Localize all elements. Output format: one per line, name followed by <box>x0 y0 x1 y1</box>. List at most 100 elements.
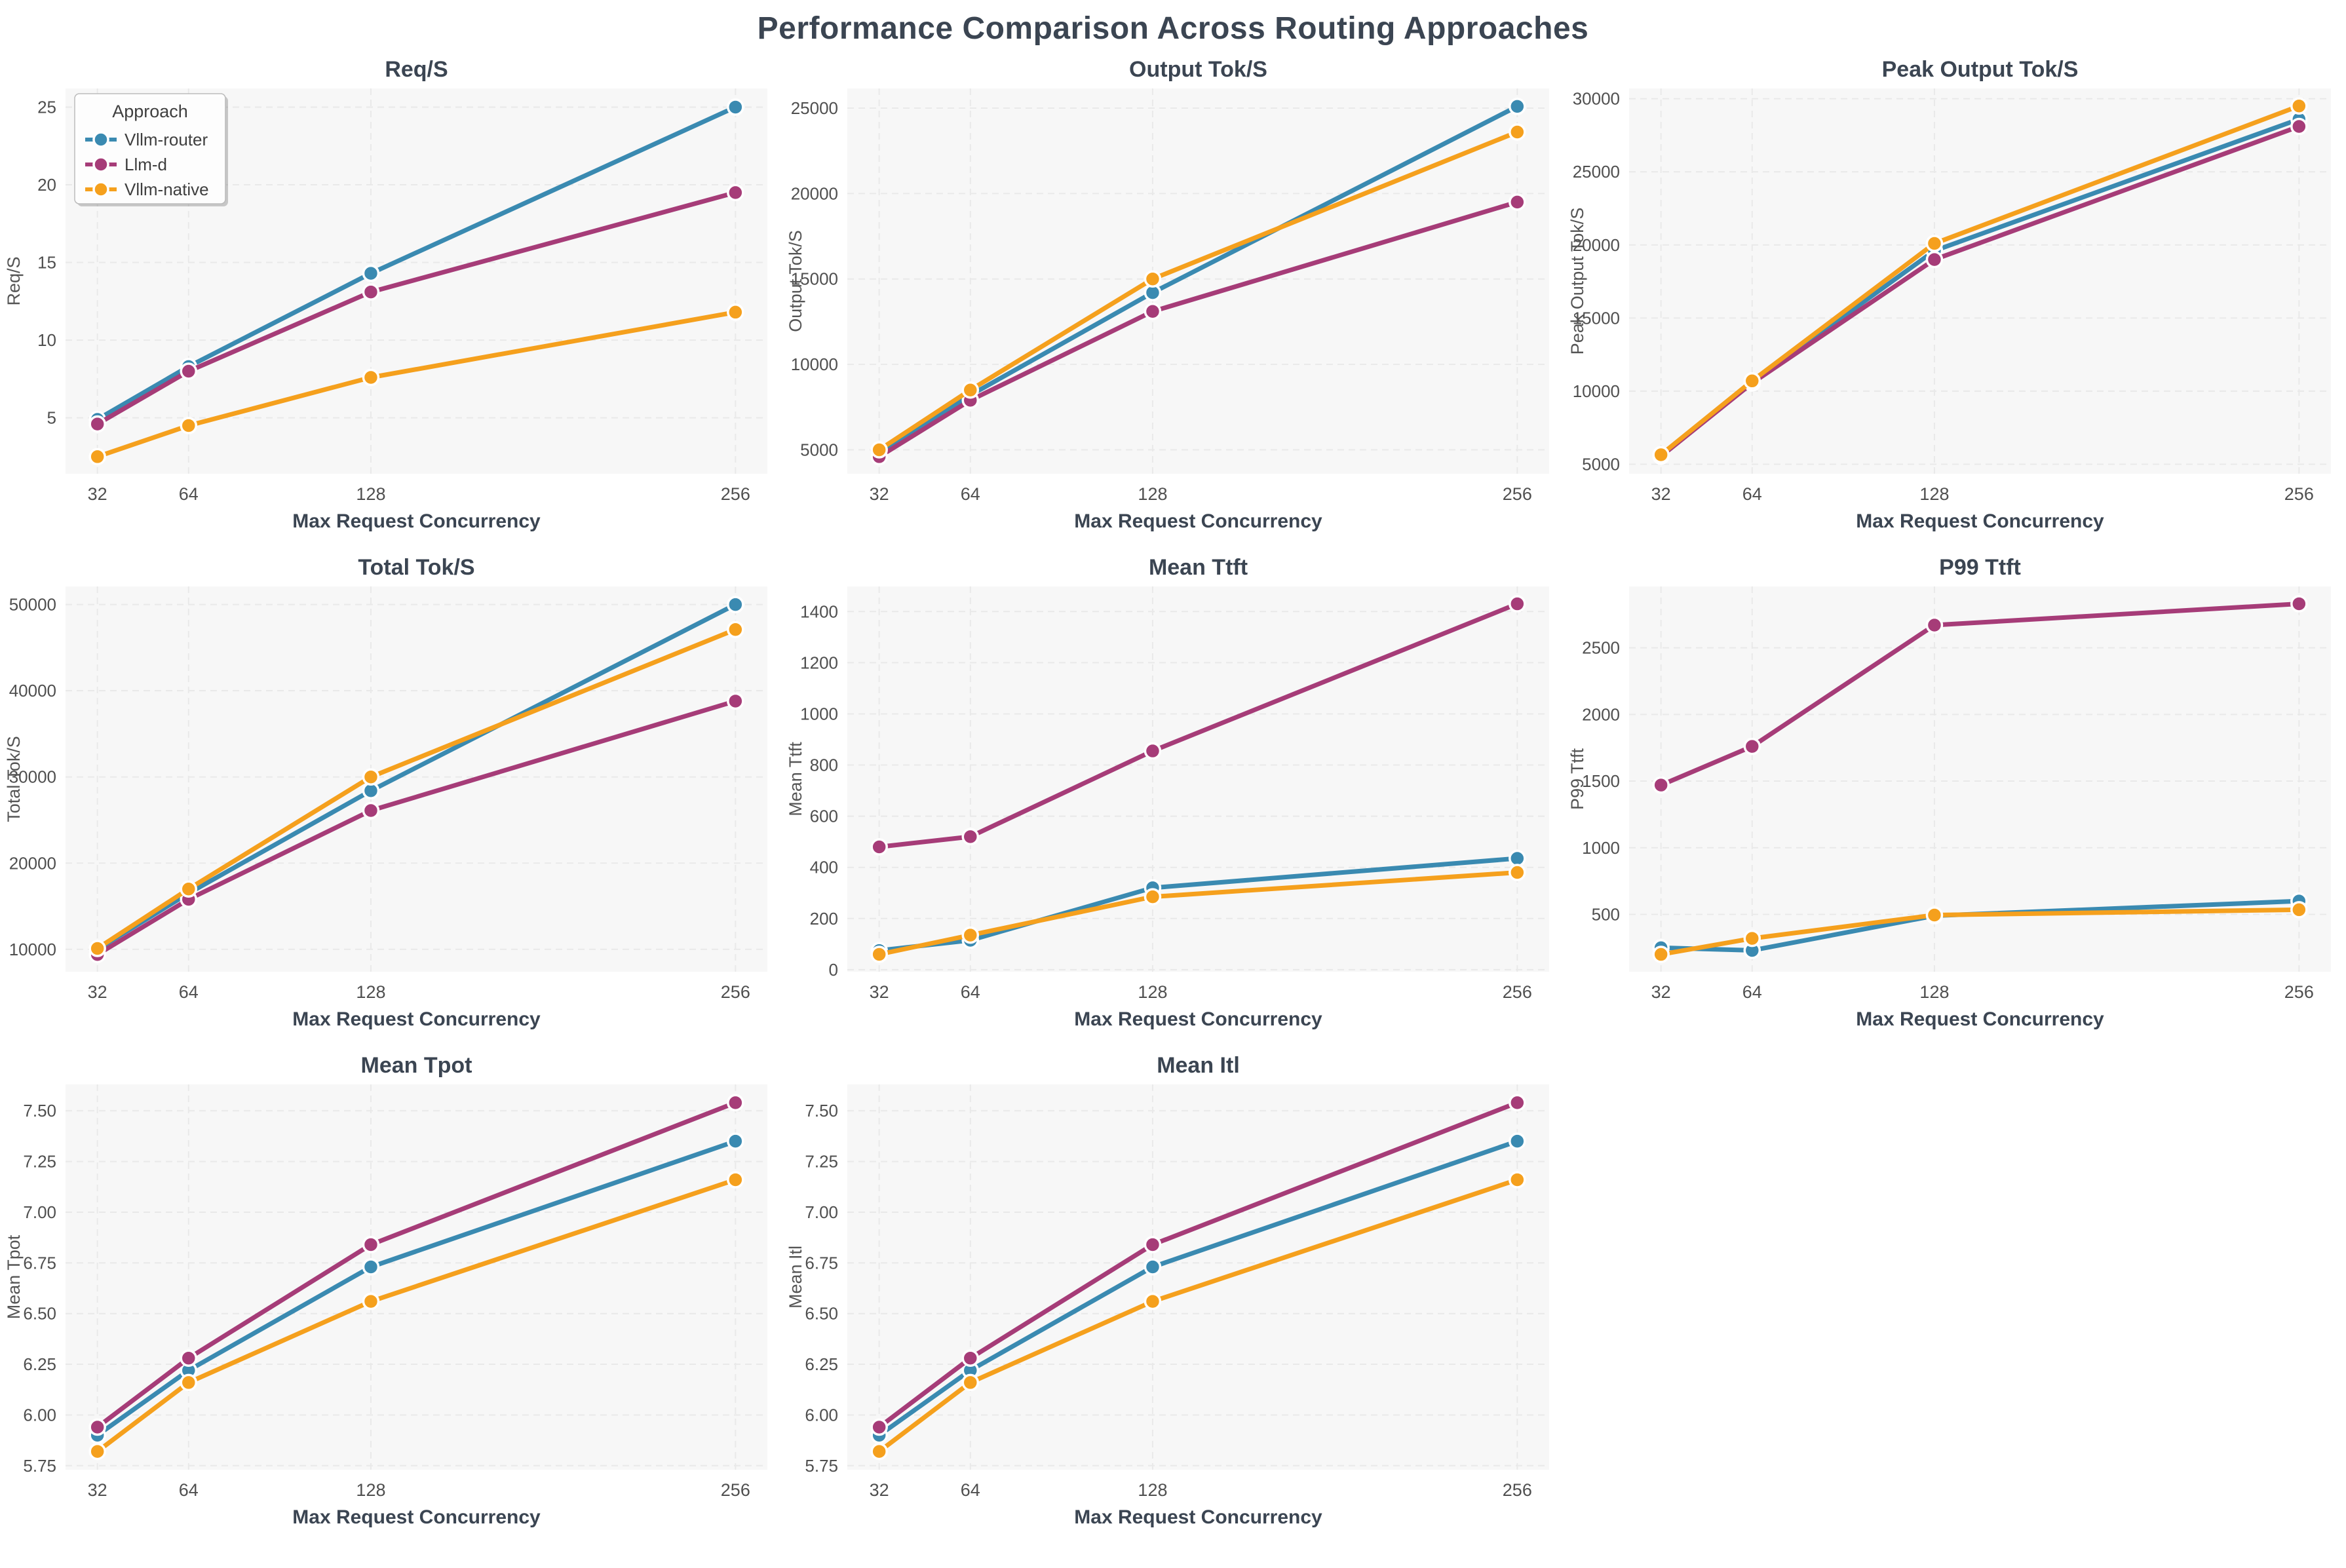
chart-req-s: 32 64 128 256 5 10 15 20 25 Req/S Max Request Conc… <box>0 52 782 550</box>
chart-req-s-canvas: 32 64 128 256 5 10 15 20 25 Req/S Max Request Conc… <box>4 57 767 532</box>
svg-text:7.50: 7.50 <box>23 1101 56 1120</box>
chart-p99-ttft: 32 64 128 256 500 1000 1500 2000 2500 P99 Ttft Max… <box>1564 550 2345 1048</box>
chart-output-tok-s-canvas: 32 64 128 256 5000 10000 15000 20000 25000 Output… <box>786 57 1549 532</box>
svg-text:256: 256 <box>1503 1480 1532 1500</box>
svg-text:6.50: 6.50 <box>23 1304 56 1324</box>
svg-text:32: 32 <box>88 982 107 1002</box>
svg-text:32: 32 <box>870 982 889 1002</box>
svg-text:Vllm-router: Vllm-router <box>125 130 208 149</box>
svg-text:32: 32 <box>870 1480 889 1500</box>
svg-text:Req/S: Req/S <box>385 57 448 82</box>
svg-text:20000: 20000 <box>1573 235 1620 255</box>
svg-text:6.25: 6.25 <box>23 1354 56 1374</box>
svg-text:25000: 25000 <box>1573 162 1620 182</box>
svg-text:Req/S: Req/S <box>4 256 24 305</box>
svg-text:10000: 10000 <box>791 354 838 374</box>
svg-text:1200: 1200 <box>800 653 838 672</box>
svg-text:Mean Itl: Mean Itl <box>1157 1053 1240 1078</box>
svg-text:25: 25 <box>37 97 56 117</box>
svg-text:10000: 10000 <box>9 940 56 959</box>
chart-peak-output-tok-s: 32 64 128 256 5000 10000 15000 20000 25000 30000 P… <box>1564 52 2345 550</box>
svg-text:32: 32 <box>88 1480 107 1500</box>
chart-mean-ttft-canvas: 32 64 128 256 0 200 400 600 800 1000 1200 1400 Mean … <box>786 555 1549 1030</box>
svg-text:256: 256 <box>721 484 750 504</box>
svg-text:Mean Itl: Mean Itl <box>786 1246 805 1309</box>
empty-cell <box>1564 1048 2345 1546</box>
svg-text:1400: 1400 <box>800 602 838 621</box>
svg-text:Max Request Concurrency: Max Request Concurrency <box>292 1008 541 1030</box>
svg-text:64: 64 <box>179 1480 199 1500</box>
svg-text:6.00: 6.00 <box>805 1405 838 1425</box>
chart-grid: 32 64 128 256 5 10 15 20 25 Req/S Max Request Conc… <box>0 52 2346 1546</box>
chart-mean-itl: 32 64 128 256 5.75 6.00 6.25 6.50 6.75 7.00 7.25 7.… <box>782 1048 1564 1546</box>
svg-text:6.75: 6.75 <box>805 1253 838 1272</box>
svg-text:5000: 5000 <box>1582 454 1620 474</box>
svg-text:128: 128 <box>356 1480 385 1500</box>
svg-text:Output Tok/S: Output Tok/S <box>1129 57 1267 82</box>
svg-text:128: 128 <box>1138 982 1167 1002</box>
svg-text:64: 64 <box>1742 484 1762 504</box>
svg-text:Mean Tpot: Mean Tpot <box>361 1053 472 1078</box>
svg-text:128: 128 <box>356 484 385 504</box>
svg-text:7.25: 7.25 <box>23 1152 56 1172</box>
svg-text:6.00: 6.00 <box>23 1405 56 1425</box>
svg-text:15000: 15000 <box>791 269 838 289</box>
svg-text:1000: 1000 <box>1582 838 1620 858</box>
chart-mean-ttft: 32 64 128 256 0 200 400 600 800 1000 1200 1400 Mean … <box>782 550 1564 1048</box>
svg-text:Total Tok/S: Total Tok/S <box>358 555 474 580</box>
svg-text:64: 64 <box>179 484 199 504</box>
svg-text:256: 256 <box>1503 484 1532 504</box>
svg-text:25000: 25000 <box>791 98 838 118</box>
svg-text:Mean Ttft: Mean Ttft <box>786 742 805 816</box>
svg-text:Max Request Concurrency: Max Request Concurrency <box>1074 1506 1322 1528</box>
chart-peak-output-tok-s-canvas: 32 64 128 256 5000 10000 15000 20000 25000 30000 P… <box>1567 57 2331 532</box>
chart-p99-ttft-canvas: 32 64 128 256 500 1000 1500 2000 2500 P99 Ttft Max… <box>1567 555 2331 1030</box>
svg-text:128: 128 <box>1919 982 1949 1002</box>
svg-text:1500: 1500 <box>1582 771 1620 791</box>
svg-text:Max Request Concurrency: Max Request Concurrency <box>1074 510 1322 532</box>
svg-text:20: 20 <box>37 175 56 195</box>
svg-text:P99 Ttft: P99 Ttft <box>1567 748 1587 810</box>
chart-mean-tpot-canvas: 32 64 128 256 5.75 6.00 6.25 6.50 6.75 7.00 7.25 7.… <box>4 1053 767 1528</box>
chart-total-tok-s-canvas: 32 64 128 256 10000 20000 30000 40000 50000 Total… <box>4 555 767 1030</box>
svg-text:10000: 10000 <box>1573 381 1620 401</box>
svg-text:128: 128 <box>1138 484 1167 504</box>
svg-text:600: 600 <box>810 807 838 826</box>
svg-text:64: 64 <box>961 1480 980 1500</box>
svg-text:5: 5 <box>47 408 56 428</box>
svg-text:2000: 2000 <box>1582 704 1620 724</box>
svg-text:256: 256 <box>1503 982 1532 1002</box>
svg-text:256: 256 <box>2284 982 2314 1002</box>
svg-text:7.25: 7.25 <box>805 1152 838 1172</box>
svg-text:32: 32 <box>870 484 889 504</box>
svg-text:32: 32 <box>1651 484 1671 504</box>
svg-text:10: 10 <box>37 330 56 350</box>
svg-text:800: 800 <box>810 755 838 775</box>
svg-text:Peak Output Tok/S: Peak Output Tok/S <box>1882 57 2079 82</box>
svg-text:128: 128 <box>1138 1480 1167 1500</box>
svg-text:5.75: 5.75 <box>23 1456 56 1476</box>
svg-text:128: 128 <box>1919 484 1949 504</box>
svg-text:64: 64 <box>961 484 980 504</box>
chart-mean-itl-canvas: 32 64 128 256 5.75 6.00 6.25 6.50 6.75 7.00 7.25 7.… <box>786 1053 1549 1528</box>
svg-text:15000: 15000 <box>1573 308 1620 328</box>
svg-text:Vllm-native: Vllm-native <box>125 180 209 199</box>
svg-text:Peak Output Tok/S: Peak Output Tok/S <box>1567 208 1587 355</box>
svg-text:64: 64 <box>961 982 980 1002</box>
svg-text:Total Tok/S: Total Tok/S <box>4 736 24 822</box>
svg-text:Max Request Concurrency: Max Request Concurrency <box>292 510 541 532</box>
figure-title: Performance Comparison Across Routing Ap… <box>757 11 1589 46</box>
svg-text:Max Request Concurrency: Max Request Concurrency <box>1856 510 2104 532</box>
svg-text:400: 400 <box>810 858 838 877</box>
svg-text:64: 64 <box>179 982 199 1002</box>
svg-text:P99 Ttft: P99 Ttft <box>1939 555 2021 580</box>
svg-text:6.50: 6.50 <box>805 1304 838 1324</box>
svg-text:500: 500 <box>1592 905 1620 925</box>
svg-text:20000: 20000 <box>9 853 56 873</box>
svg-text:6.25: 6.25 <box>805 1354 838 1374</box>
svg-text:200: 200 <box>810 909 838 928</box>
svg-text:5000: 5000 <box>800 440 838 459</box>
svg-text:Llm-d: Llm-d <box>125 155 167 174</box>
svg-text:0: 0 <box>829 960 838 980</box>
